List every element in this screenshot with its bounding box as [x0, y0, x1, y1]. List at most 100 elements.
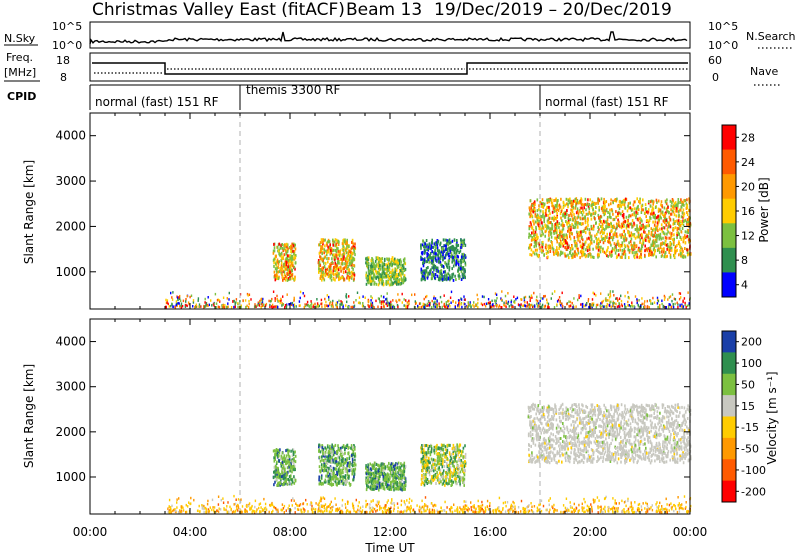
- echo-cell: [601, 304, 604, 308]
- echo-cell: [464, 505, 466, 509]
- echo-cell: [548, 209, 550, 213]
- echo-cell: [557, 236, 560, 239]
- echo-cell: [649, 204, 652, 208]
- echo-cell: [622, 213, 625, 216]
- echo-cell: [529, 234, 531, 237]
- echo-cell: [531, 236, 533, 240]
- echo-cell: [327, 275, 330, 279]
- echo-cell: [524, 295, 527, 299]
- freq-tick-bottom: 8: [60, 71, 67, 84]
- echo-cell: [601, 301, 603, 304]
- echo-cell: [605, 297, 607, 300]
- echo-cell: [284, 278, 287, 282]
- echo-cell: [609, 212, 611, 216]
- echo-cell: [174, 508, 176, 511]
- echo-cell: [568, 305, 571, 308]
- echo-cell: [623, 248, 626, 252]
- echo-cell: [285, 304, 288, 308]
- echo-cell: [618, 224, 620, 228]
- echo-cell: [574, 218, 577, 222]
- echo-cell: [390, 303, 392, 307]
- echo-cell: [423, 258, 426, 262]
- echo-cell: [310, 300, 312, 303]
- echo-cell: [642, 241, 645, 245]
- echo-cell: [540, 234, 542, 238]
- echo-cell: [437, 510, 439, 514]
- echo-cell: [651, 240, 654, 244]
- echo-cell: [390, 501, 392, 505]
- echo-cell: [338, 278, 340, 282]
- echo-cell: [612, 212, 614, 216]
- echo-cell: [553, 199, 555, 202]
- echo-cell: [270, 503, 273, 506]
- echo-cell: [390, 303, 393, 306]
- echo-cell: [197, 297, 200, 300]
- echo-cell: [573, 213, 575, 217]
- echo-cell: [684, 255, 687, 259]
- echo-cell: [227, 510, 230, 514]
- echo-cell: [665, 208, 668, 211]
- echo-cell: [677, 219, 680, 223]
- echo-cell: [305, 498, 307, 502]
- echo-cell: [547, 306, 549, 309]
- echo-cell: [646, 247, 648, 251]
- echo-cell: [325, 270, 328, 274]
- echo-cell: [673, 227, 675, 231]
- echo-cell: [444, 500, 446, 504]
- echo-cell: [180, 306, 182, 309]
- echo-cell: [263, 507, 266, 510]
- echo-cell: [211, 498, 214, 502]
- echo-cell: [652, 200, 655, 204]
- echo-cell: [572, 252, 574, 256]
- echo-cell: [424, 278, 426, 282]
- echo-cell: [336, 508, 338, 511]
- echo-cell: [286, 303, 288, 306]
- echo-cell: [594, 202, 596, 206]
- echo-cell: [328, 298, 330, 301]
- echo-cell: [321, 245, 324, 249]
- echo-cell: [507, 509, 509, 512]
- echo-cell: [404, 503, 406, 506]
- echo-cell: [391, 262, 393, 266]
- echo-cell: [353, 301, 355, 304]
- echo-cell: [648, 224, 650, 228]
- echo-cell: [660, 211, 662, 215]
- echo-cell: [583, 206, 585, 210]
- echo-cell: [385, 274, 387, 278]
- echo-cell: [324, 305, 326, 309]
- echo-cell: [592, 247, 594, 251]
- echo-cell: [624, 233, 626, 237]
- echo-cell: [614, 499, 616, 502]
- echo-cell: [348, 510, 350, 514]
- echo-cell: [673, 233, 675, 237]
- echo-cell: [345, 510, 348, 514]
- echo-cell: [306, 303, 308, 306]
- echo-cell: [672, 305, 675, 309]
- echo-cell: [447, 272, 450, 276]
- echo-cell: [449, 305, 451, 308]
- echo-cell: [659, 246, 662, 250]
- echo-cell: [390, 275, 392, 279]
- echo-cell: [524, 511, 526, 514]
- echo-cell: [449, 276, 452, 280]
- echo-cell: [380, 300, 383, 303]
- echo-cell: [334, 244, 336, 248]
- echo-cell: [547, 247, 550, 251]
- echo-cell: [236, 503, 239, 507]
- echo-cell: [285, 276, 288, 279]
- echo-cell: [353, 249, 355, 253]
- echo-cell: [505, 301, 507, 305]
- echo-cell: [362, 302, 364, 305]
- echo-cell: [418, 510, 421, 513]
- echo-cell: [443, 249, 445, 253]
- echo-cell: [448, 259, 450, 263]
- echo-cell: [566, 242, 569, 246]
- echo-cell: [512, 505, 514, 509]
- echo-cell: [593, 203, 595, 206]
- echo-cell: [347, 254, 349, 258]
- echo-cell: [310, 302, 313, 305]
- echo-cell: [465, 500, 467, 503]
- echo-cell: [259, 510, 261, 513]
- echo-cell: [544, 225, 547, 229]
- echo-cell: [536, 209, 539, 213]
